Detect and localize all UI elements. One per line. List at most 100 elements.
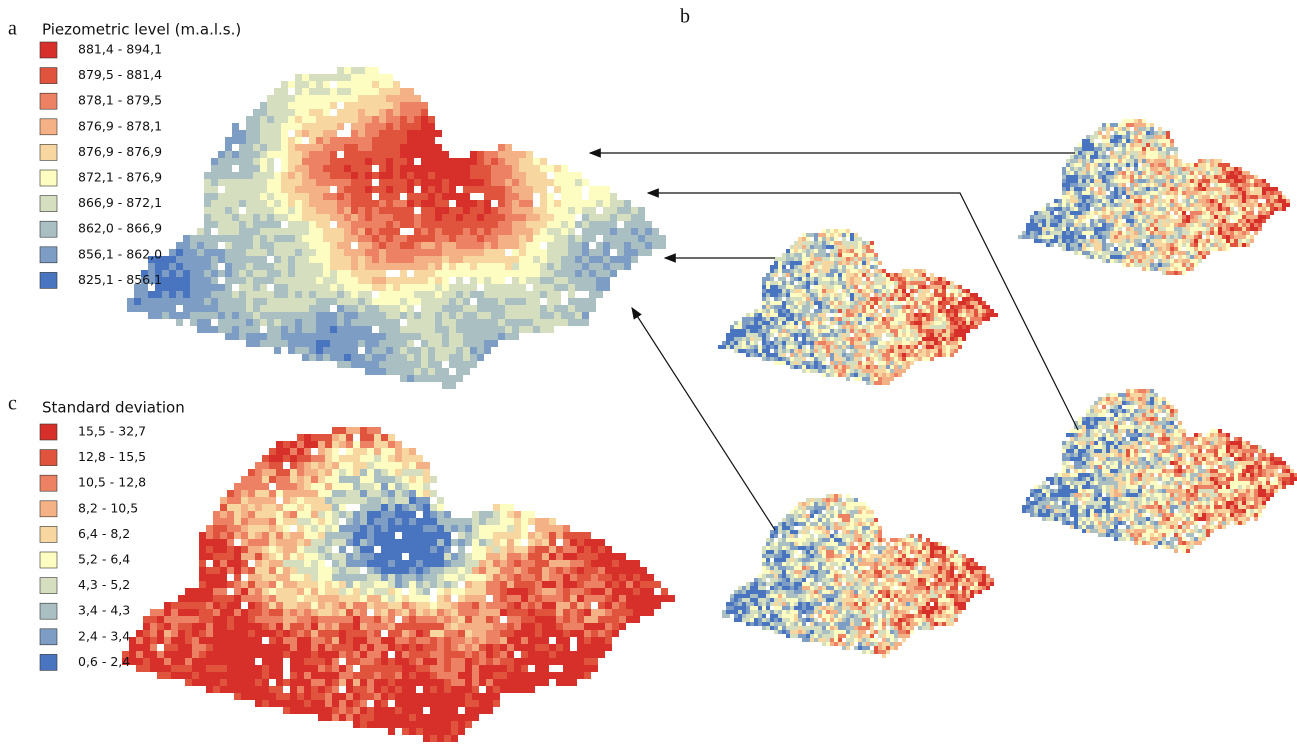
map-cell	[353, 497, 360, 504]
map-cell	[1034, 219, 1038, 223]
map-cell	[297, 686, 304, 693]
map-cell	[584, 644, 591, 651]
map-cell	[253, 158, 260, 165]
map-cell	[400, 340, 407, 347]
map-cell	[346, 679, 353, 686]
map-cell	[505, 144, 512, 151]
map-cell	[1158, 207, 1162, 211]
map-cell	[409, 714, 416, 721]
map-cell	[575, 200, 582, 207]
map-cell	[486, 532, 493, 539]
map-cell	[253, 319, 260, 326]
map-cell	[498, 277, 505, 284]
map-cell	[393, 144, 400, 151]
map-cell	[311, 651, 318, 658]
map-cell	[521, 637, 528, 644]
map-cell	[339, 693, 346, 700]
map-cell	[339, 630, 346, 637]
map-cell	[449, 186, 456, 193]
map-cell	[199, 665, 206, 672]
map-cell	[512, 235, 519, 242]
map-cell	[218, 312, 225, 319]
map-cell	[421, 354, 428, 361]
map-cell	[414, 326, 421, 333]
map-cell	[346, 497, 353, 504]
map-cell	[323, 242, 330, 249]
map-cell	[421, 249, 428, 256]
map-cell	[652, 242, 659, 249]
map-cell	[143, 665, 150, 672]
map-cell	[444, 553, 451, 560]
map-cell	[190, 277, 197, 284]
map-cell	[1122, 207, 1126, 211]
map-cell	[1170, 191, 1174, 195]
map-cell	[1246, 187, 1250, 191]
map-cell	[248, 539, 255, 546]
map-cell	[1126, 219, 1130, 223]
map-cell	[1098, 163, 1102, 167]
map-cell	[225, 298, 232, 305]
map-cell	[554, 228, 561, 235]
map-cell	[393, 284, 400, 291]
map-cell	[255, 665, 262, 672]
map-cell	[442, 228, 449, 235]
map-cell	[568, 312, 575, 319]
map-cell	[381, 651, 388, 658]
map-cell	[603, 235, 610, 242]
map-cell	[1194, 203, 1198, 207]
map-cell	[302, 333, 309, 340]
map-cell	[239, 235, 246, 242]
map-cell	[521, 616, 528, 623]
map-cell	[1098, 195, 1102, 199]
map-cell	[1090, 183, 1094, 187]
map-cell	[330, 277, 337, 284]
map-cell	[1046, 215, 1050, 219]
map-cell	[253, 242, 260, 249]
maps	[122, 67, 1297, 742]
map-cell	[1254, 187, 1258, 191]
map-cell	[1210, 219, 1214, 223]
map-cell	[507, 609, 514, 616]
map-cell	[337, 361, 344, 368]
map-cell	[367, 721, 374, 728]
map-cell	[297, 462, 304, 469]
map-cell	[346, 700, 353, 707]
map-cell	[309, 193, 316, 200]
map-cell	[444, 511, 451, 518]
map-cell	[358, 102, 365, 109]
map-cell	[603, 263, 610, 270]
map-cell	[547, 165, 554, 172]
map-cell	[521, 609, 528, 616]
map-cell	[1110, 211, 1114, 215]
map-cell	[311, 441, 318, 448]
map-cell	[1102, 195, 1106, 199]
map-cell	[311, 434, 318, 441]
map-cell	[325, 630, 332, 637]
map-cell	[309, 81, 316, 88]
map-cell	[435, 305, 442, 312]
map-cell	[1114, 203, 1118, 207]
map-cell	[381, 518, 388, 525]
map-cell	[393, 347, 400, 354]
map-cell	[344, 95, 351, 102]
map-cell	[547, 221, 554, 228]
map-cell	[486, 637, 493, 644]
map-cell	[451, 644, 458, 651]
map-cell	[605, 595, 612, 602]
map-cell	[1142, 187, 1146, 191]
map-cell	[535, 581, 542, 588]
map-cell	[1166, 167, 1170, 171]
map-cell	[589, 270, 596, 277]
map-cell	[176, 291, 183, 298]
map-cell	[1158, 127, 1162, 131]
map-cell	[1110, 219, 1114, 223]
map-cell	[367, 462, 374, 469]
map-cell	[255, 623, 262, 630]
map-cell	[190, 263, 197, 270]
map-cell	[568, 277, 575, 284]
map-cell	[414, 214, 421, 221]
map-cell	[428, 368, 435, 375]
map-cell	[309, 137, 316, 144]
map-cell	[1138, 119, 1142, 123]
map-cell	[556, 546, 563, 553]
